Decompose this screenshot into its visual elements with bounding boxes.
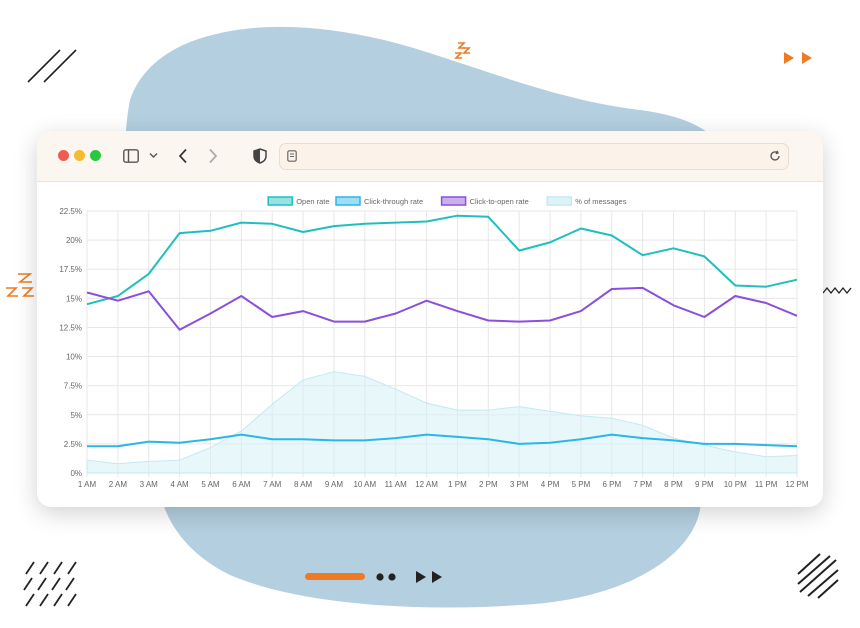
x-tick-label: 3 PM	[510, 480, 529, 489]
x-tick-label: 12 PM	[785, 480, 808, 489]
y-tick-label: 10%	[66, 353, 82, 362]
sidebar-icon[interactable]	[123, 149, 139, 163]
x-tick-label: 1 PM	[448, 480, 467, 489]
x-tick-label: 11 AM	[385, 480, 407, 489]
legend-label: Click-to-open rate	[470, 197, 529, 206]
back-arrow-icon[interactable]	[178, 148, 188, 164]
x-tick-label: 3 AM	[140, 480, 159, 489]
page-icon	[287, 150, 297, 162]
shield-icon[interactable]	[253, 148, 267, 164]
browser-toolbar	[37, 131, 823, 182]
y-tick-label: 5%	[70, 411, 82, 420]
legend-swatch	[546, 196, 572, 206]
y-tick-label: 7.5%	[64, 382, 82, 391]
legend-swatch	[267, 196, 293, 206]
minimize-window-button[interactable]	[74, 150, 85, 161]
y-tick-label: 20%	[66, 236, 82, 245]
x-tick-label: 6 PM	[602, 480, 621, 489]
diagonal-lines-icon	[27, 49, 77, 83]
x-tick-label: 10 PM	[724, 480, 747, 489]
zigzag-icon	[454, 42, 471, 59]
browser-window: 0% 2.5% 5% 7.5% 10% 12.5% 15% 17.5% 20% 22.5% 1 AM…	[37, 131, 823, 507]
wave-icon	[822, 286, 852, 295]
progress-dash-icon	[305, 571, 442, 583]
legend-swatch	[440, 196, 467, 206]
x-tick-label: 6 AM	[232, 480, 251, 489]
x-tick-label: 9 AM	[325, 480, 344, 489]
x-tick-label: 2 PM	[479, 480, 498, 489]
y-tick-label: 15%	[66, 294, 82, 303]
x-tick-label: 4 PM	[541, 480, 560, 489]
close-window-button[interactable]	[58, 150, 69, 161]
address-bar[interactable]	[279, 143, 789, 170]
y-tick-label: 12.5%	[59, 323, 82, 332]
chevron-down-icon[interactable]	[149, 152, 158, 159]
series-line-click-to-open-rate	[86, 286, 798, 331]
x-tick-label: 1 AM	[78, 480, 97, 489]
legend-label: % of messages	[575, 197, 627, 206]
x-tick-label: 12 AM	[415, 480, 438, 489]
y-tick-label: 17.5%	[59, 265, 82, 274]
y-tick-label: 22.5%	[59, 207, 82, 216]
y-tick-label: 2.5%	[64, 440, 82, 449]
x-tick-label: 7 PM	[633, 480, 652, 489]
series-line-click-through-rate	[87, 433, 798, 448]
x-tick-label: 5 PM	[572, 480, 591, 489]
legend-label: Click-through rate	[364, 197, 423, 206]
legend-label: Open rate	[296, 197, 329, 206]
x-tick-label: 9 PM	[695, 480, 714, 489]
x-tick-label: 2 AM	[109, 480, 128, 489]
fast-forward-icon	[784, 52, 812, 64]
y-tick-label: 0%	[70, 469, 82, 478]
x-tick-label: 4 AM	[170, 480, 189, 489]
slash-grid-icon	[23, 561, 77, 607]
x-tick-label: 11 PM	[755, 480, 778, 489]
x-tick-label: 10 AM	[353, 480, 376, 489]
line-chart: 0% 2.5% 5% 7.5% 10% 12.5% 15% 17.5% 20% 22.5% 1 AM…	[59, 196, 809, 489]
series-area-messages	[86, 371, 798, 474]
x-tick-label: 7 AM	[263, 480, 282, 489]
legend-swatch	[335, 196, 361, 206]
reload-icon[interactable]	[769, 150, 781, 162]
series-line-open-rate	[86, 214, 798, 306]
x-tick-label: 8 AM	[294, 480, 313, 489]
zigzag-left-icon	[6, 273, 34, 297]
chart-area: 0% 2.5% 5% 7.5% 10% 12.5% 15% 17.5% 20% 22.5% 1 AM…	[37, 182, 823, 507]
forward-arrow-icon[interactable]	[208, 148, 218, 164]
stripes-icon	[797, 553, 839, 599]
x-tick-label: 5 AM	[201, 480, 220, 489]
maximize-window-button[interactable]	[90, 150, 101, 161]
x-tick-label: 8 PM	[664, 480, 683, 489]
